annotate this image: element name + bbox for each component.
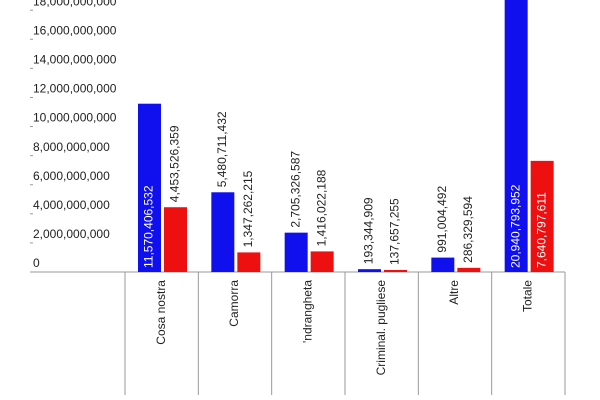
value-label: 1,347,262,215 [241,170,255,247]
y-tick-label: 2,000,000,000 [33,227,110,241]
value-label: 4,453,526,359 [168,125,182,202]
bar [310,251,334,272]
y-tick-label: 8,000,000,000 [33,140,110,154]
bar [431,257,455,272]
x-tick-label: Totale [521,280,535,312]
value-label: 286,329,594 [461,196,475,263]
bar [358,269,381,272]
value-label: 991,004,492 [435,186,449,253]
x-tick-label: Camorra [227,280,241,327]
bar [504,0,528,272]
bar [457,267,481,272]
bar [384,269,407,272]
value-label: 1,416,022,188 [314,169,328,246]
bar [211,192,235,272]
x-tick-label: Cosa nostra [154,280,168,345]
bar [138,103,161,272]
value-label: 193,344,909 [362,197,376,264]
value-label: 2,705,326,587 [288,151,302,228]
y-tick-label: 4,000,000,000 [33,198,110,212]
value-label: 11,570,406,532 [142,185,156,268]
value-label: 137,657,255 [388,198,402,265]
y-tick-label: 16,000,000,000 [33,23,117,37]
x-tick-label: 'ndrangheta [301,280,315,343]
y-tick-label: 18,000,000,000 [33,0,117,8]
value-label: 7,640,797,611 [534,192,548,268]
bar [164,207,187,272]
bar [530,160,554,272]
y-tick-label: 6,000,000,000 [33,169,110,183]
value-label: 5,480,711,432 [215,111,229,187]
y-tick-label: 0 [33,256,40,270]
value-label: 20,940,793,952 [508,184,522,268]
y-tick-label: 14,000,000,000 [33,53,117,67]
x-tick-label: Criminal. pugliese [374,280,388,376]
bar [237,252,261,272]
y-tick-label: 12,000,000,000 [33,82,117,96]
y-tick-label: 10,000,000,000 [33,111,117,125]
bar [284,232,308,272]
x-tick-label: Altre [447,280,461,305]
